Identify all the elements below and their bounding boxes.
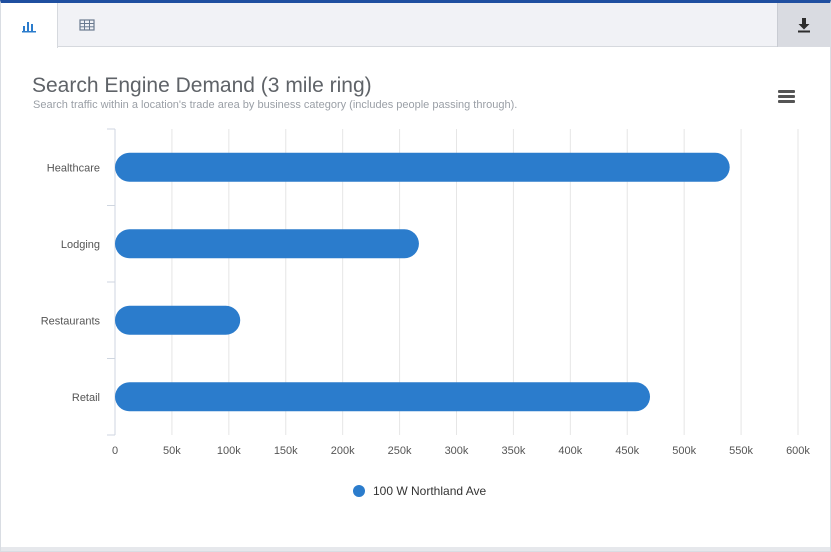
- hamburger-menu-icon: [778, 90, 795, 93]
- x-tick-label: 0: [112, 445, 118, 457]
- hamburger-menu-icon: [778, 95, 795, 98]
- x-tick-label: 200k: [331, 445, 355, 457]
- x-tick-label: 50k: [163, 445, 181, 457]
- bar-lodging[interactable]: [115, 229, 419, 259]
- chart-menu-button[interactable]: [777, 89, 797, 105]
- hamburger-menu-icon: [778, 100, 795, 103]
- chart-subtitle: Search traffic within a location's trade…: [33, 99, 518, 111]
- tab-table[interactable]: [58, 3, 115, 47]
- legend-label: 100 W Northland Ave: [373, 484, 487, 498]
- download-button[interactable]: [777, 3, 830, 47]
- x-tick-label: 600k: [786, 445, 810, 457]
- chart-title: Search Engine Demand (3 mile ring): [32, 74, 372, 97]
- category-label: Restaurants: [41, 315, 101, 327]
- x-tick-label: 100k: [217, 445, 241, 457]
- tab-bar: [1, 3, 830, 48]
- download-icon: [798, 18, 810, 33]
- category-label: Retail: [72, 392, 100, 404]
- x-tick-label: 500k: [672, 445, 696, 457]
- bar-healthcare[interactable]: [115, 152, 730, 182]
- x-tick-label: 350k: [501, 445, 525, 457]
- table-grid-icon: [78, 19, 95, 31]
- bar-restaurants[interactable]: [115, 305, 241, 335]
- x-tick-label: 250k: [388, 445, 412, 457]
- x-tick-label: 550k: [729, 445, 753, 457]
- x-tick-label: 450k: [615, 445, 639, 457]
- bar-retail[interactable]: [115, 382, 651, 412]
- bottom-border: [1, 547, 830, 551]
- tab-chart[interactable]: [1, 3, 58, 48]
- x-tick-label: 400k: [558, 445, 582, 457]
- bar-chart: Healthcare Lodging Restaurants Retail 0 50k 10…: [41, 128, 810, 457]
- bar-chart-icon: [22, 21, 36, 32]
- legend-item[interactable]: 100 W Northland Ave: [353, 484, 486, 498]
- x-tick-label: 300k: [445, 445, 469, 457]
- category-label: Healthcare: [47, 162, 100, 174]
- category-label: Lodging: [61, 239, 100, 251]
- x-tick-label: 150k: [274, 445, 298, 457]
- legend-marker: [353, 485, 365, 497]
